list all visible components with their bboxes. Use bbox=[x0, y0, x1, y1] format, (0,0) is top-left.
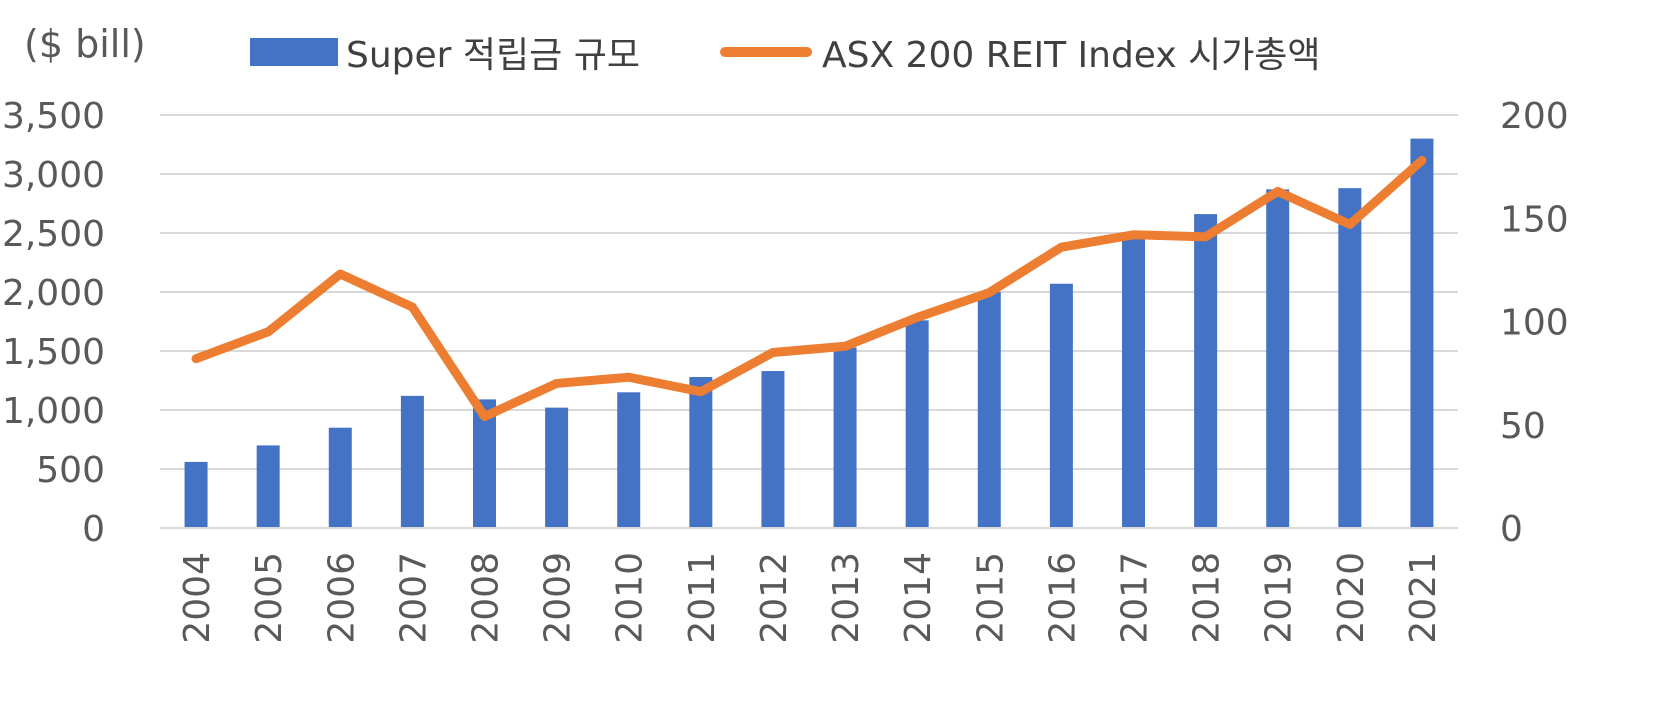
bar bbox=[256, 445, 280, 528]
left-tick-label: 500 bbox=[36, 450, 105, 491]
left-tick-label: 0 bbox=[82, 509, 105, 550]
legend-line-swatch bbox=[719, 47, 812, 57]
line-series bbox=[191, 155, 1427, 421]
right-tick-label: 50 bbox=[1500, 406, 1546, 447]
bar bbox=[833, 347, 857, 528]
bar bbox=[1338, 188, 1362, 528]
left-tick-label: 2,000 bbox=[2, 273, 105, 314]
x-tick-label: 2017 bbox=[1115, 552, 1156, 644]
bar bbox=[689, 376, 713, 528]
x-tick-label: 2011 bbox=[682, 552, 723, 644]
y-axis-unit-label: ($ bill) bbox=[24, 22, 146, 66]
chart-legend: Super 적립금 규모 ASX 200 REIT Index 시가총액 bbox=[250, 26, 1401, 78]
left-tick-label: 2,500 bbox=[2, 214, 105, 255]
right-tick-label: 200 bbox=[1500, 96, 1569, 137]
right-tick-label: 0 bbox=[1500, 509, 1523, 550]
legend-bar-swatch bbox=[250, 38, 338, 66]
x-tick-label: 2008 bbox=[466, 552, 507, 644]
legend-bar-label: Super 적립금 규모 bbox=[346, 35, 640, 76]
x-tick-label: 2013 bbox=[826, 552, 867, 644]
bar bbox=[617, 392, 641, 528]
bar bbox=[977, 292, 1001, 528]
legend-line-label: ASX 200 REIT Index 시가총액 bbox=[821, 35, 1321, 76]
x-tick-label: 2009 bbox=[538, 552, 579, 644]
right-tick-label: 100 bbox=[1500, 303, 1569, 344]
right-tick-label: 150 bbox=[1500, 199, 1569, 240]
x-tick-label: 2021 bbox=[1403, 552, 1444, 644]
x-tick-label: 2015 bbox=[970, 552, 1011, 644]
bar bbox=[1194, 214, 1218, 528]
bar bbox=[761, 371, 785, 528]
bar bbox=[184, 461, 208, 528]
bar bbox=[1049, 283, 1073, 528]
left-tick-label: 1,000 bbox=[2, 391, 105, 432]
x-tick-label: 2014 bbox=[898, 552, 939, 644]
x-tick-label: 2006 bbox=[321, 552, 362, 644]
legend-item-bar: Super 적립금 규모 bbox=[250, 26, 640, 78]
left-tick-label: 3,000 bbox=[2, 155, 105, 196]
bar bbox=[473, 399, 496, 528]
legend-item-line: ASX 200 REIT Index 시가총액 bbox=[719, 26, 1321, 78]
bar bbox=[1266, 189, 1290, 528]
x-tick-label: 2004 bbox=[177, 552, 218, 644]
x-tick-label: 2016 bbox=[1042, 552, 1083, 644]
x-tick-label: 2010 bbox=[610, 552, 651, 644]
x-tick-label: 2018 bbox=[1187, 552, 1228, 644]
left-tick-label: 1,500 bbox=[2, 332, 105, 373]
bar bbox=[328, 427, 352, 528]
x-tick-label: 2019 bbox=[1259, 552, 1300, 644]
bar bbox=[1410, 138, 1434, 528]
bar bbox=[1122, 235, 1145, 529]
bar bbox=[905, 320, 929, 528]
x-tick-label: 2012 bbox=[754, 552, 795, 644]
bar bbox=[545, 407, 569, 528]
bar bbox=[400, 395, 424, 528]
left-tick-label: 3,500 bbox=[2, 96, 105, 137]
x-tick-label: 2020 bbox=[1331, 552, 1372, 644]
x-tick-label: 2007 bbox=[393, 552, 434, 644]
x-tick-label: 2005 bbox=[249, 552, 290, 644]
